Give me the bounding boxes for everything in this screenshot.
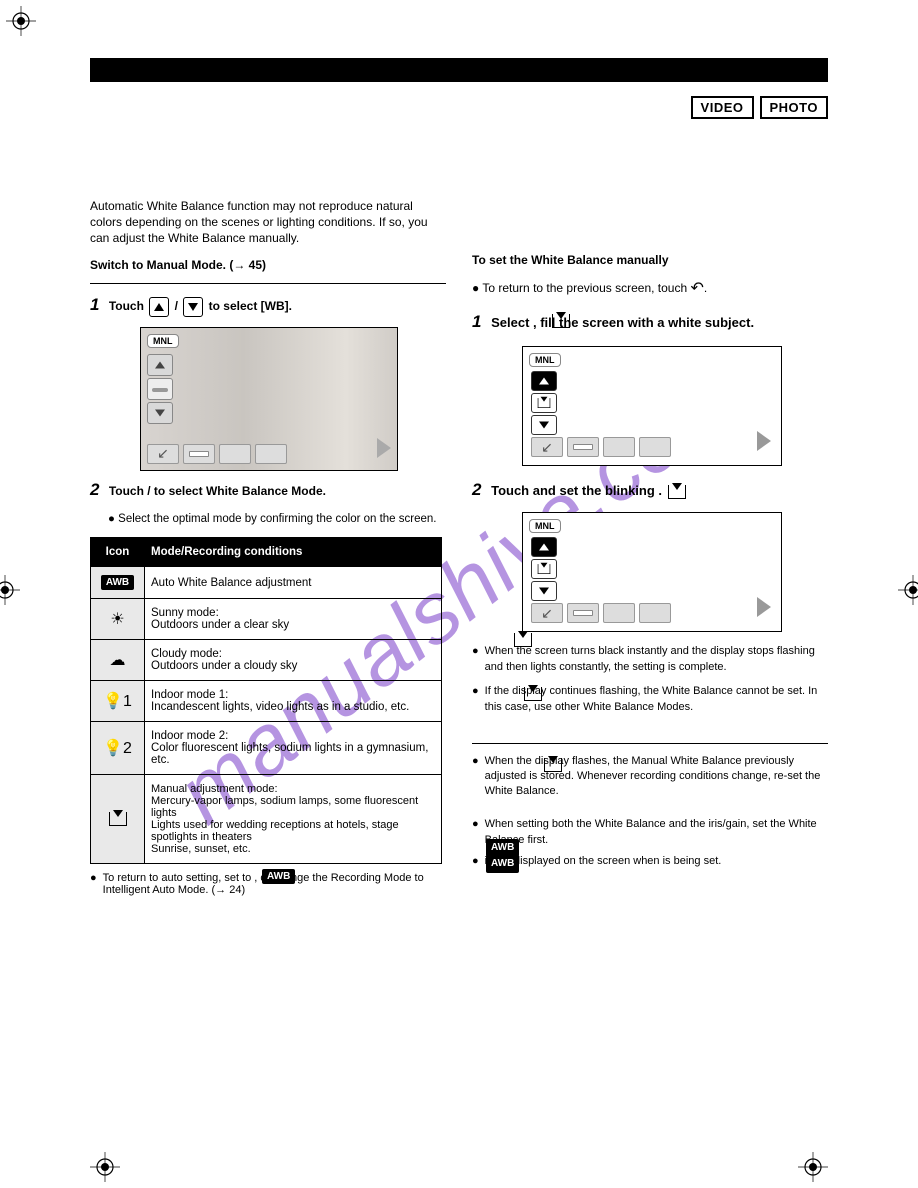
table-row: 💡2 Indoor mode 2: Color fluorescent ligh… [91, 722, 442, 775]
set-icon-inline [668, 485, 686, 499]
set-icon-inline [552, 314, 570, 328]
osd-exit-icon [147, 444, 179, 464]
divider [472, 743, 828, 744]
row-cloudy-text: Cloudy mode: Outdoors under a cloudy sky [145, 640, 442, 681]
note1: When the screen turns black instantly an… [485, 644, 828, 675]
osd-wb-icon [183, 444, 215, 464]
registration-mark [0, 575, 20, 605]
row-manual-text: Manual adjustment mode: Mercury-vapor la… [145, 775, 442, 864]
osd-set-icon [531, 393, 557, 413]
return-post: . [704, 281, 707, 295]
mnl-indicator: MNL [529, 519, 561, 533]
osd-wb-icon [567, 603, 599, 623]
return-prev: ● To return to the previous screen, touc… [472, 278, 828, 300]
lcd-screenshot-1: MNL [140, 327, 398, 471]
col-icon: Icon [91, 538, 145, 567]
mnl-indicator: MNL [147, 334, 179, 348]
manual-wb-heading: To set the White Balance manually [472, 252, 828, 268]
step2-sub: Select the optimal mode by confirming th… [118, 513, 436, 525]
registration-mark [90, 1152, 120, 1182]
table-row: 💡1 Indoor mode 1: Incandescent lights, v… [91, 681, 442, 722]
return-text: To return to the previous screen, touch [482, 281, 690, 295]
final2: is not displayed on the screen when is b… [485, 854, 722, 869]
osd-tab-icon [219, 444, 251, 464]
osd-tab-icon [639, 603, 671, 623]
back-arrow-icon: ↶ [691, 280, 704, 297]
notes-block: ●When the screen turns black instantly a… [472, 644, 828, 702]
row-sunny-text: Sunny mode: Outdoors under a clear sky [145, 599, 442, 640]
step1-pre: Touch [109, 299, 147, 313]
table-row: AWB Auto White Balance adjustment [91, 567, 442, 599]
osd-down-button [147, 402, 173, 424]
registration-mark [6, 6, 36, 36]
step-1: 1 Touch / to select [WB]. [90, 294, 446, 317]
table-row: Manual adjustment mode: Mercury-vapor la… [91, 775, 442, 864]
indoor2-icon: 💡2 [103, 740, 132, 757]
manual-step-2: 2 Touch and set the blinking . [472, 478, 828, 502]
switch-manual: Switch to Manual Mode. (→ 45) [90, 257, 446, 273]
video-badge: VIDEO [691, 96, 754, 119]
registration-mark [798, 1152, 828, 1182]
divider-note: When the display flashes, the Manual Whi… [485, 754, 828, 800]
sunny-icon: ☀ [110, 611, 124, 628]
row-indoor1-text: Indoor mode 1: Incandescent lights, vide… [145, 681, 442, 722]
osd-wb-icon [567, 437, 599, 457]
white-balance-table: Icon Mode/Recording conditions AWB Auto … [90, 537, 442, 864]
down-icon [183, 297, 203, 317]
step1-post: to select [WB]. [209, 299, 292, 313]
row-indoor2-text: Indoor mode 2: Color fluorescent lights,… [145, 722, 442, 775]
osd-next-icon [757, 431, 771, 451]
set-icon-inline [514, 633, 532, 647]
awb-chip-inline: AWB [262, 869, 295, 884]
divider [90, 283, 446, 284]
osd-tab-icon [639, 437, 671, 457]
up-icon [149, 297, 169, 317]
set-icon-inline [544, 758, 562, 772]
osd-down-button-highlighted [531, 415, 557, 435]
set-icon-inline [524, 687, 542, 701]
osd-down-button [531, 581, 557, 601]
lcd-screenshot-2b: MNL [522, 512, 782, 632]
registration-mark [898, 575, 918, 605]
lcd-screenshot-2a: MNL [522, 346, 782, 466]
final-notes: ●When the display flashes, the Manual Wh… [472, 754, 828, 874]
osd-tab-icon [255, 444, 287, 464]
mnl-indicator: MNL [529, 353, 561, 367]
awb-chip-inline: AWB [486, 855, 519, 873]
osd-exit-icon [531, 603, 563, 623]
final1: When setting both the White Balance and … [485, 817, 828, 848]
col-mode: Mode/Recording conditions [145, 538, 442, 567]
indoor1-icon: 💡1 [103, 693, 132, 710]
osd-next-icon [377, 438, 391, 458]
osd-up-button [531, 371, 557, 391]
section-header-bar [90, 58, 828, 82]
osd-set-icon-highlighted [531, 559, 557, 579]
osd-tab-icon [603, 437, 635, 457]
step1-mid: / [175, 299, 178, 313]
s1-text: Select , fill the screen with a white su… [491, 315, 754, 330]
awb-icon: AWB [101, 575, 134, 590]
photo-badge: PHOTO [760, 96, 829, 119]
right-column: To set the White Balance manually ● To r… [472, 198, 828, 884]
osd-exit-icon [531, 437, 563, 457]
step2-subtext: ● Select the optimal mode by confirming … [108, 512, 446, 528]
osd-up-button [531, 537, 557, 557]
intro-text: Automatic White Balance function may not… [90, 198, 446, 247]
osd-next-icon [757, 597, 771, 617]
manual-set-icon [109, 812, 127, 826]
osd-up-button [147, 354, 173, 376]
s2-text: Touch and set the blinking . [491, 483, 662, 498]
left-column: Automatic White Balance function may not… [90, 198, 446, 884]
cloudy-icon: ☁ [110, 652, 126, 669]
osd-tab-icon [603, 603, 635, 623]
osd-value-slot [147, 378, 173, 400]
row-awb-text: Auto White Balance adjustment [145, 567, 442, 599]
step2-text: Touch / to select White Balance Mode. [109, 484, 326, 498]
table-row: ☁ Cloudy mode: Outdoors under a cloudy s… [91, 640, 442, 681]
table-row: ☀ Sunny mode: Outdoors under a clear sky [91, 599, 442, 640]
step-2: 2 Touch / to select White Balance Mode. [90, 479, 446, 502]
